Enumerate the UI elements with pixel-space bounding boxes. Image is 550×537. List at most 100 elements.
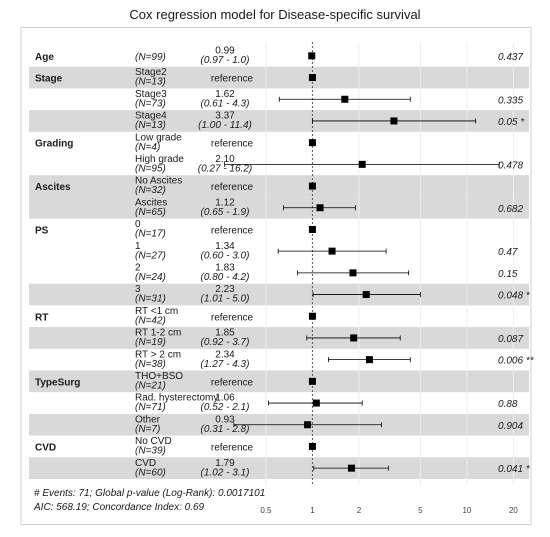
row-shade — [29, 110, 529, 132]
n-label: (N=27) — [135, 250, 166, 261]
p-value-label: 0.682 — [498, 204, 523, 215]
row-shade — [29, 175, 529, 197]
hr-label: 2.10 — [215, 154, 235, 165]
n-label: (N=13) — [135, 120, 166, 131]
hr-marker — [349, 269, 357, 277]
n-label: (N=71) — [135, 402, 166, 413]
hr-reference-label: reference — [211, 377, 254, 388]
hr-label: 2.23 — [215, 284, 235, 295]
p-value-label: 0.88 — [498, 399, 518, 410]
hr-label: 1.85 — [215, 328, 235, 339]
n-label: (N=31) — [135, 294, 166, 305]
ci-label: (0.31 - 2.8) — [201, 424, 250, 435]
ci-label: (0.52 - 2.1) — [201, 402, 250, 413]
hr-marker — [390, 117, 398, 125]
n-label: (N=65) — [135, 207, 166, 218]
n-label: (N=38) — [135, 359, 166, 370]
hr-marker — [341, 95, 349, 103]
row-shade — [29, 327, 529, 349]
ci-label: (0.80 - 4.2) — [201, 272, 250, 283]
hr-marker — [308, 182, 316, 190]
hr-marker — [308, 377, 316, 385]
variable-label: TypeSurg — [35, 377, 80, 388]
p-value-label: 0.437 — [498, 52, 523, 63]
variable-label: Ascites — [35, 182, 71, 193]
p-value-label: 0.47 — [498, 247, 518, 258]
row-shade — [29, 66, 529, 89]
n-label: (N=32) — [135, 185, 166, 196]
n-label: (N=21) — [135, 381, 166, 392]
level-label: RT <1 cm — [135, 306, 178, 317]
variable-label: CVD — [35, 442, 56, 453]
hr-label: 3.37 — [215, 111, 235, 122]
hr-marker — [350, 334, 358, 342]
x-tick-label: 0.5 — [260, 506, 272, 515]
row-shade — [29, 283, 529, 306]
level-label: High grade — [135, 154, 184, 165]
hr-marker — [308, 225, 316, 233]
hr-marker — [316, 204, 324, 212]
n-label: (N=24) — [135, 272, 166, 283]
n-label: (N=99) — [135, 52, 166, 63]
hr-label: 1.34 — [215, 241, 235, 252]
p-value-label: 0.15 — [498, 269, 518, 280]
n-label: (N=13) — [135, 77, 166, 88]
level-label: Stage2 — [135, 67, 167, 78]
n-label: (N=17) — [135, 229, 166, 240]
n-label: (N=73) — [135, 98, 166, 109]
level-label: 0 — [135, 219, 141, 230]
n-label: (N=4) — [135, 142, 160, 153]
hr-label: 0.93 — [215, 414, 235, 425]
x-tick-label: 1 — [310, 506, 315, 515]
hr-reference-label: reference — [211, 442, 254, 453]
ci-label: (0.92 - 3.7) — [201, 337, 250, 348]
hr-label: 1.62 — [215, 89, 235, 100]
level-label: 2 — [135, 263, 141, 274]
hr-reference-label: reference — [211, 312, 254, 323]
p-value-label: 0.05 * — [498, 117, 525, 128]
hr-label: 0.99 — [215, 46, 235, 57]
footnote-events: # Events: 71; Global p-value (Log-Rank):… — [34, 488, 265, 499]
n-label: (N=39) — [135, 446, 166, 457]
ci-label: (0.61 - 4.3) — [201, 98, 250, 109]
hr-marker — [308, 139, 316, 147]
x-tick-label: 2 — [357, 506, 362, 515]
p-value-label: 0.335 — [498, 95, 523, 106]
level-label: Ascites — [135, 197, 167, 208]
hr-label: 1.83 — [215, 263, 235, 274]
hr-marker — [358, 160, 366, 168]
variable-label: RT — [35, 312, 48, 323]
p-value-label: 0.048 * — [498, 291, 531, 302]
hr-reference-label: reference — [211, 182, 254, 193]
level-label: No Ascites — [135, 176, 182, 187]
p-value-label: 0.006 ** — [498, 356, 535, 367]
hr-marker — [308, 52, 316, 60]
plot-frame — [20, 27, 532, 525]
ci-label: (0.27 - 16.2) — [198, 164, 252, 175]
ci-label: (1.27 - 4.3) — [201, 359, 250, 370]
hr-label: 2.34 — [215, 349, 235, 360]
hr-marker — [308, 442, 316, 450]
level-label: Stage4 — [135, 111, 167, 122]
level-label: Low grade — [135, 132, 182, 143]
row-shade — [29, 457, 529, 479]
hr-marker — [328, 247, 336, 255]
hr-marker — [365, 356, 373, 364]
p-value-label: 0.087 — [498, 334, 523, 345]
variable-label: Stage — [35, 74, 63, 85]
hr-marker — [308, 312, 316, 320]
hr-label: 1.79 — [215, 458, 235, 469]
level-label: THO+BSO — [135, 371, 183, 382]
ci-label: (1.01 - 5.0) — [201, 294, 250, 305]
hr-marker — [308, 74, 316, 82]
hr-reference-label: reference — [211, 225, 254, 236]
hr-label: 1.12 — [215, 197, 235, 208]
ci-label: (1.02 - 3.1) — [201, 467, 250, 478]
ci-label: (0.65 - 1.9) — [201, 207, 250, 218]
variable-label: Grading — [35, 139, 73, 150]
level-label: RT 1-2 cm — [135, 328, 181, 339]
row-shade — [29, 370, 529, 393]
p-value-label: 0.041 * — [498, 464, 531, 475]
level-label: Rad. hysterectomy — [135, 393, 218, 404]
n-label: (N=95) — [135, 164, 166, 175]
